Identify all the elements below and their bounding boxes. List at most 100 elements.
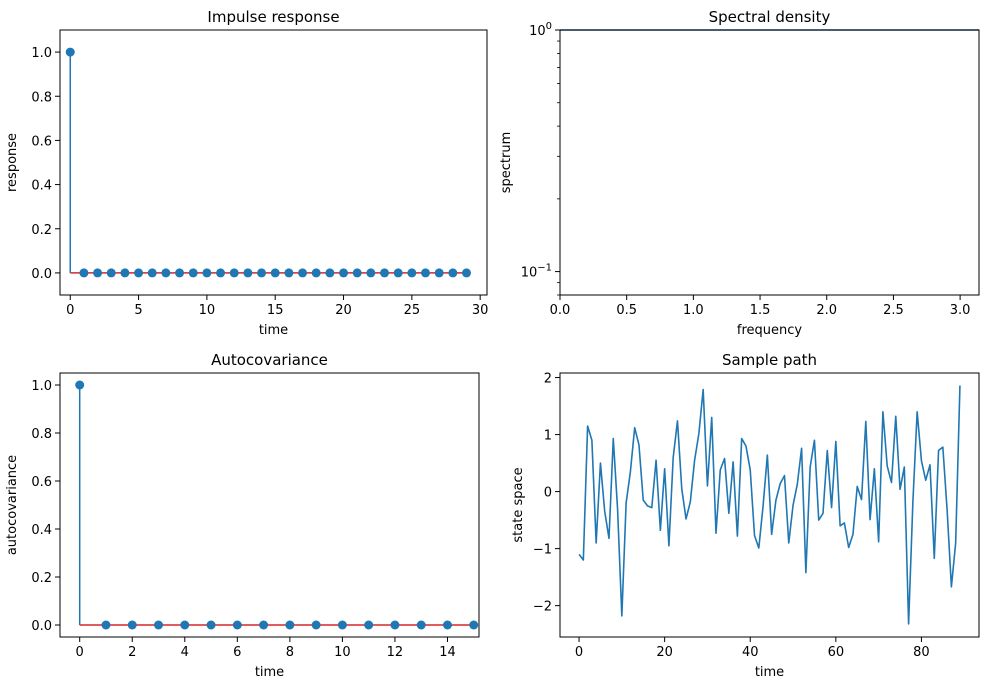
x-tick-label: 3.0 — [950, 303, 971, 318]
stem-marker — [127, 620, 137, 630]
stem-marker — [407, 268, 417, 278]
chart-spectral: Spectral density 0.0 0.5 1.0 1.5 2.0 2.5 3.0 10−… — [499, 8, 980, 338]
stem-marker — [188, 268, 198, 278]
stem-marker — [311, 620, 321, 630]
stem-marker — [175, 268, 185, 278]
axes-frame — [59, 372, 480, 638]
y-tick-label: 10−1 — [521, 263, 552, 281]
stem-marker — [469, 620, 479, 630]
x-tick-label: 60 — [828, 645, 845, 660]
y-tick-label: 2 — [544, 372, 552, 387]
stem-marker — [270, 268, 280, 278]
y-tick-label: 0 — [544, 486, 552, 501]
stem-marker — [442, 620, 452, 630]
chart-impulse: Impulse response 0 5 10 15 20 25 30 0.0 0.2 0.4 0.6… — [5, 8, 488, 338]
x-tick-label: 12 — [387, 645, 404, 660]
stem-marker — [364, 620, 374, 630]
x-tick-label: 14 — [439, 645, 456, 660]
x-tick-label: 10 — [199, 303, 216, 318]
stem-marker — [257, 268, 267, 278]
x-tick-label: 0 — [575, 645, 583, 660]
y-tick-label: 100 — [529, 21, 552, 39]
stem-marker — [284, 268, 294, 278]
stem-marker — [390, 620, 400, 630]
x-tick-label: 0.5 — [616, 303, 637, 318]
y-tick-label: 1.0 — [31, 379, 52, 394]
y-axis-label: state space — [511, 467, 526, 542]
stem-marker — [154, 620, 164, 630]
x-tick-label: 1.5 — [750, 303, 771, 318]
chart-title: Impulse response — [207, 8, 339, 26]
chart-sample: Sample path 0 20 40 60 80 −2 −1 0 1 2 time state spa… — [511, 351, 980, 680]
x-tick-label: 20 — [656, 645, 673, 660]
stem-marker — [75, 380, 85, 390]
x-axis-label: frequency — [737, 323, 803, 338]
chart-autocov: Autocovariance 0 2 4 6 8 10 12 14 0.0 0.2 0.4 0.6 0.8… — [5, 351, 480, 680]
y-tick-label: 0.2 — [31, 223, 52, 238]
chart-title: Sample path — [722, 351, 817, 369]
x-tick-label: 5 — [134, 303, 142, 318]
x-tick-label: 10 — [334, 645, 351, 660]
stem-marker — [93, 268, 103, 278]
y-tick-label: 0.6 — [31, 134, 52, 149]
stem-marker — [202, 268, 212, 278]
x-tick-label: 15 — [267, 303, 284, 318]
y-tick-label: −1 — [533, 543, 552, 558]
y-tick-label: 0.0 — [31, 267, 52, 282]
x-tick-label: 20 — [335, 303, 352, 318]
stem-marker — [243, 268, 253, 278]
stem-marker — [393, 268, 403, 278]
axes-frame — [559, 29, 980, 296]
stem-marker — [216, 268, 226, 278]
stem-marker — [434, 268, 444, 278]
y-tick-label: 0.4 — [31, 523, 52, 538]
x-axis-label: time — [255, 665, 284, 680]
x-tick-label: 8 — [286, 645, 294, 660]
x-tick-label: 25 — [404, 303, 421, 318]
stem-marker — [229, 268, 239, 278]
stem-marker — [180, 620, 190, 630]
y-tick-label: 0.2 — [31, 571, 52, 586]
y-tick-label: 0.6 — [31, 475, 52, 490]
stem-marker — [161, 268, 171, 278]
y-tick-label: 0.8 — [31, 427, 52, 442]
y-tick-label: −2 — [533, 600, 552, 615]
stem-marker — [79, 268, 89, 278]
stem-marker — [65, 47, 75, 57]
stem-marker — [259, 620, 269, 630]
x-tick-label: 0 — [76, 645, 84, 660]
stem-marker — [448, 268, 458, 278]
series-line — [578, 385, 961, 625]
stem-marker — [120, 268, 130, 278]
stem-marker — [462, 268, 472, 278]
x-tick-label: 30 — [472, 303, 489, 318]
x-tick-label: 6 — [233, 645, 241, 660]
stem-marker — [339, 268, 349, 278]
x-tick-label: 1.0 — [683, 303, 704, 318]
axes-frame — [559, 372, 980, 638]
x-tick-label: 0 — [66, 303, 74, 318]
chart-title: Spectral density — [709, 8, 831, 26]
stem-marker — [325, 268, 335, 278]
stem-marker — [366, 268, 376, 278]
y-axis-label: response — [5, 133, 20, 192]
stem-marker — [380, 268, 390, 278]
stem-marker — [421, 268, 431, 278]
x-axis-label: time — [755, 665, 784, 680]
y-tick-label: 1 — [544, 429, 552, 444]
stem-marker — [134, 268, 144, 278]
x-tick-label: 80 — [913, 645, 930, 660]
x-tick-label: 2.0 — [816, 303, 837, 318]
stem-marker — [285, 620, 295, 630]
stem-marker — [416, 620, 426, 630]
x-tick-label: 0.0 — [550, 303, 571, 318]
stem-marker — [232, 620, 242, 630]
y-tick-label: 0.8 — [31, 90, 52, 105]
y-axis-label: autocovariance — [5, 455, 20, 555]
y-tick-label: 0.4 — [31, 179, 52, 194]
stem-marker — [352, 268, 362, 278]
stem-marker — [298, 268, 308, 278]
y-tick-label: 0.0 — [31, 619, 52, 634]
stem-marker — [101, 620, 111, 630]
